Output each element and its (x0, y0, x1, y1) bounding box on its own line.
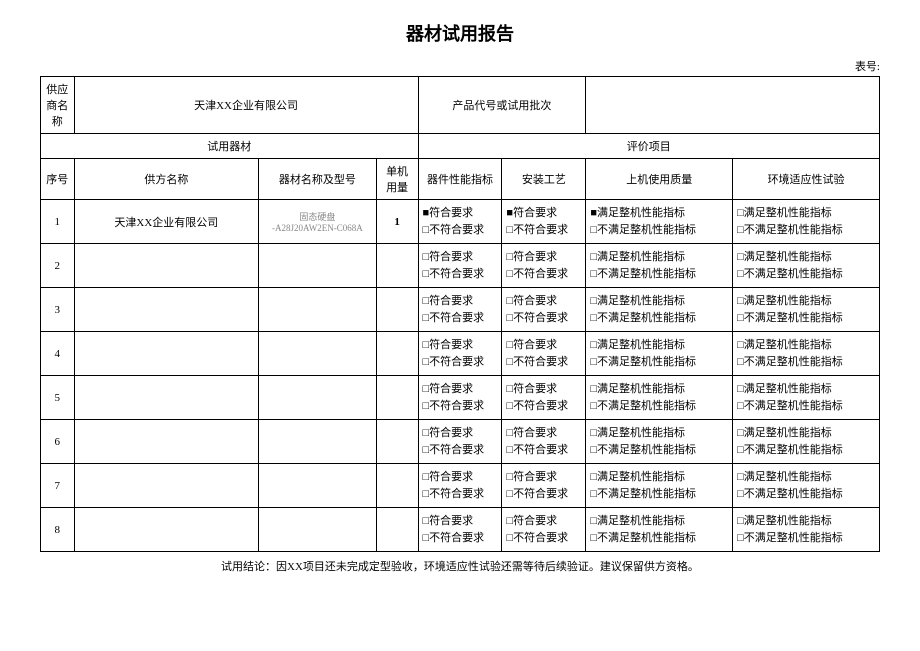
cell-machine: □满足整机性能指标□不满足整机性能指标 (586, 508, 733, 552)
cell-qty (376, 244, 418, 288)
cell-env: □满足整机性能指标□不满足整机性能指标 (733, 508, 880, 552)
cell-install: □符合要求□不符合要求 (502, 464, 586, 508)
product-value (586, 77, 880, 134)
cell-env: □满足整机性能指标□不满足整机性能指标 (733, 200, 880, 244)
header-row-1: 供应商名称 天津XX企业有限公司 产品代号或试用批次 (41, 77, 880, 134)
cell-install: □符合要求□不符合要求 (502, 288, 586, 332)
report-table: 供应商名称 天津XX企业有限公司 产品代号或试用批次 试用器材 评价项目 序号 … (40, 76, 880, 552)
cell-env: □满足整机性能指标□不满足整机性能指标 (733, 464, 880, 508)
table-number-label: 表号: (40, 58, 880, 74)
cell-supplier (74, 244, 259, 288)
cell-env: □满足整机性能指标□不满足整机性能指标 (733, 420, 880, 464)
cell-qty (376, 508, 418, 552)
cell-machine: □满足整机性能指标□不满足整机性能指标 (586, 420, 733, 464)
cell-model (259, 244, 376, 288)
cell-install: □符合要求□不符合要求 (502, 508, 586, 552)
cell-seq: 3 (41, 288, 75, 332)
cell-perf: □符合要求□不符合要求 (418, 244, 502, 288)
cell-install: □符合要求□不符合要求 (502, 244, 586, 288)
cell-qty (376, 464, 418, 508)
supplier-label: 供应商名称 (41, 77, 75, 134)
cell-machine: □满足整机性能指标□不满足整机性能指标 (586, 464, 733, 508)
cell-seq: 5 (41, 376, 75, 420)
cell-model (259, 376, 376, 420)
cell-model (259, 420, 376, 464)
cell-qty (376, 376, 418, 420)
cell-machine: □满足整机性能指标□不满足整机性能指标 (586, 332, 733, 376)
table-row: 6□符合要求□不符合要求□符合要求□不符合要求□满足整机性能指标□不满足整机性能… (41, 420, 880, 464)
cell-seq: 6 (41, 420, 75, 464)
col-model: 器材名称及型号 (259, 159, 376, 200)
cell-supplier (74, 288, 259, 332)
table-row: 3□符合要求□不符合要求□符合要求□不符合要求□满足整机性能指标□不满足整机性能… (41, 288, 880, 332)
table-row: 4□符合要求□不符合要求□符合要求□不符合要求□满足整机性能指标□不满足整机性能… (41, 332, 880, 376)
header-row-2: 试用器材 评价项目 (41, 134, 880, 159)
conclusion: 试用结论：因XX项目还未完成定型验收，环境适应性试验还需等待后续验证。建议保留供… (40, 558, 880, 574)
report-title: 器材试用报告 (40, 20, 880, 46)
table-row: 2□符合要求□不符合要求□符合要求□不符合要求□满足整机性能指标□不满足整机性能… (41, 244, 880, 288)
cell-install: ■符合要求□不符合要求 (502, 200, 586, 244)
cell-supplier (74, 464, 259, 508)
cell-seq: 8 (41, 508, 75, 552)
cell-model: 固态硬盘-A28J20AW2EN-C068A (259, 200, 376, 244)
col-perf: 器件性能指标 (418, 159, 502, 200)
cell-supplier (74, 508, 259, 552)
cell-seq: 7 (41, 464, 75, 508)
col-supplier: 供方名称 (74, 159, 259, 200)
cell-model (259, 332, 376, 376)
cell-perf: □符合要求□不符合要求 (418, 332, 502, 376)
model-code: -A28J20AW2EN-C068A (263, 223, 371, 233)
cell-seq: 2 (41, 244, 75, 288)
cell-model (259, 464, 376, 508)
col-install: 安装工艺 (502, 159, 586, 200)
conclusion-label: 试用结论： (221, 561, 276, 573)
col-env: 环境适应性试验 (733, 159, 880, 200)
cell-machine: □满足整机性能指标□不满足整机性能指标 (586, 244, 733, 288)
cell-supplier (74, 332, 259, 376)
cell-perf: □符合要求□不符合要求 (418, 420, 502, 464)
cell-supplier (74, 376, 259, 420)
table-row: 5□符合要求□不符合要求□符合要求□不符合要求□满足整机性能指标□不满足整机性能… (41, 376, 880, 420)
cell-env: □满足整机性能指标□不满足整机性能指标 (733, 244, 880, 288)
cell-env: □满足整机性能指标□不满足整机性能指标 (733, 376, 880, 420)
cell-qty: 1 (376, 200, 418, 244)
cell-supplier (74, 420, 259, 464)
cell-qty (376, 332, 418, 376)
cell-install: □符合要求□不符合要求 (502, 332, 586, 376)
cell-perf: □符合要求□不符合要求 (418, 508, 502, 552)
table-row: 7□符合要求□不符合要求□符合要求□不符合要求□满足整机性能指标□不满足整机性能… (41, 464, 880, 508)
col-machine: 上机使用质量 (586, 159, 733, 200)
column-headers: 序号 供方名称 器材名称及型号 单机用量 器件性能指标 安装工艺 上机使用质量 … (41, 159, 880, 200)
table-row: 1天津XX企业有限公司固态硬盘-A28J20AW2EN-C068A1■符合要求□… (41, 200, 880, 244)
trial-equip-label: 试用器材 (41, 134, 419, 159)
cell-perf: □符合要求□不符合要求 (418, 288, 502, 332)
cell-machine: ■满足整机性能指标□不满足整机性能指标 (586, 200, 733, 244)
cell-perf: □符合要求□不符合要求 (418, 376, 502, 420)
cell-seq: 1 (41, 200, 75, 244)
cell-env: □满足整机性能指标□不满足整机性能指标 (733, 332, 880, 376)
cell-perf: ■符合要求□不符合要求 (418, 200, 502, 244)
col-qty: 单机用量 (376, 159, 418, 200)
conclusion-text: 因XX项目还未完成定型验收，环境适应性试验还需等待后续验证。建议保留供方资格。 (276, 561, 699, 573)
cell-perf: □符合要求□不符合要求 (418, 464, 502, 508)
cell-install: □符合要求□不符合要求 (502, 420, 586, 464)
table-row: 8□符合要求□不符合要求□符合要求□不符合要求□满足整机性能指标□不满足整机性能… (41, 508, 880, 552)
cell-qty (376, 288, 418, 332)
cell-install: □符合要求□不符合要求 (502, 376, 586, 420)
cell-env: □满足整机性能指标□不满足整机性能指标 (733, 288, 880, 332)
cell-machine: □满足整机性能指标□不满足整机性能指标 (586, 288, 733, 332)
cell-model (259, 508, 376, 552)
supplier-value: 天津XX企业有限公司 (74, 77, 418, 134)
product-label: 产品代号或试用批次 (418, 77, 586, 134)
cell-machine: □满足整机性能指标□不满足整机性能指标 (586, 376, 733, 420)
model-name: 固态硬盘 (263, 210, 371, 223)
eval-label: 评价项目 (418, 134, 879, 159)
cell-seq: 4 (41, 332, 75, 376)
cell-model (259, 288, 376, 332)
cell-qty (376, 420, 418, 464)
cell-supplier: 天津XX企业有限公司 (74, 200, 259, 244)
col-seq: 序号 (41, 159, 75, 200)
